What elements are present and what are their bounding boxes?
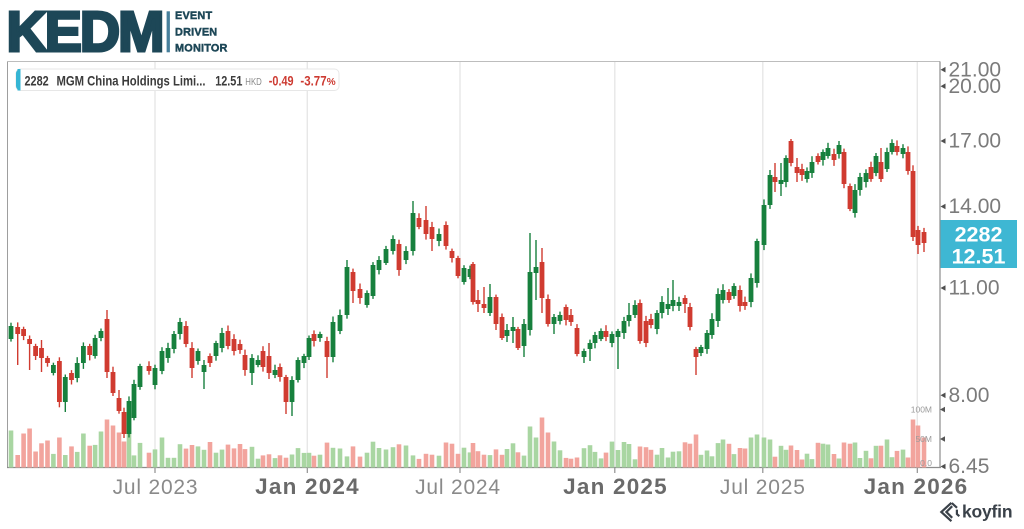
svg-text:21.00: 21.00 — [949, 58, 1002, 81]
svg-text:2282: 2282 — [25, 73, 49, 88]
svg-text:%: % — [327, 77, 336, 88]
svg-text:11.00: 11.00 — [949, 277, 1000, 300]
svg-text:100M: 100M — [911, 405, 932, 415]
svg-text:HKD: HKD — [245, 77, 261, 88]
svg-text:Jan 2026: Jan 2026 — [864, 474, 969, 499]
svg-text:2282: 2282 — [955, 223, 1003, 247]
svg-text:DRIVEN: DRIVEN — [175, 26, 217, 38]
svg-text:-3.77: -3.77 — [300, 73, 326, 88]
svg-text:koyfin: koyfin — [962, 501, 1012, 521]
svg-text:20.00: 20.00 — [949, 75, 1002, 98]
svg-text:8.00: 8.00 — [949, 384, 990, 407]
svg-text:Jan 2025: Jan 2025 — [563, 474, 668, 499]
svg-text:-0.49: -0.49 — [269, 73, 294, 88]
svg-text:14.00: 14.00 — [949, 195, 1002, 218]
svg-text:MGM China Holdings Limi...: MGM China Holdings Limi... — [57, 73, 206, 88]
svg-text:12.51: 12.51 — [215, 73, 243, 88]
svg-text:17.00: 17.00 — [949, 130, 1002, 153]
svg-text:MONITOR: MONITOR — [175, 43, 228, 55]
svg-text:Jul 2025: Jul 2025 — [720, 476, 806, 499]
svg-text:EVENT: EVENT — [175, 10, 212, 22]
svg-text:12.51: 12.51 — [952, 245, 1006, 269]
svg-text:KEDM: KEDM — [7, 0, 163, 64]
svg-text:Jul 2024: Jul 2024 — [415, 476, 501, 499]
svg-text:Jan 2024: Jan 2024 — [255, 474, 360, 499]
svg-text:Jul 2023: Jul 2023 — [113, 476, 199, 499]
svg-text:0.0: 0.0 — [920, 458, 932, 468]
svg-text:50M: 50M — [915, 434, 932, 444]
svg-text:6.45: 6.45 — [949, 455, 990, 478]
